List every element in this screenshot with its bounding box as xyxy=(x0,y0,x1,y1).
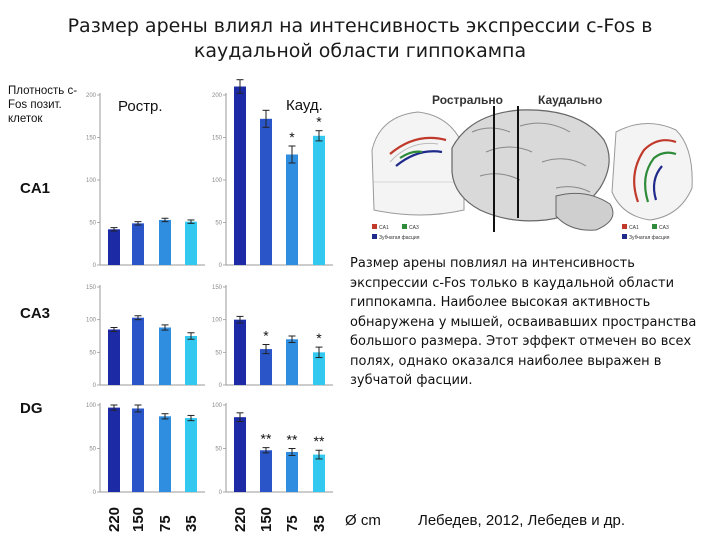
bar xyxy=(286,451,298,492)
y-tick-label: 150 xyxy=(86,136,97,142)
legend-swatch-ca1 xyxy=(622,224,627,229)
y-tick-label: 100 xyxy=(212,318,223,324)
y-tick-label: 150 xyxy=(86,285,97,291)
description-text: Размер арены повлиял на интенсивность эк… xyxy=(350,256,697,388)
y-tick-label: 200 xyxy=(212,93,223,99)
legend-label-dg: Зубчатая фасция xyxy=(629,235,670,241)
bar xyxy=(260,349,272,385)
x-category-label: 150 xyxy=(258,507,275,532)
bar xyxy=(108,329,120,385)
significance-mark: ** xyxy=(314,433,325,449)
x-category-label: 75 xyxy=(284,515,301,532)
caudal-label: Кауд. xyxy=(286,97,323,114)
legend-swatch-ca3 xyxy=(402,224,407,229)
bar xyxy=(313,352,325,385)
x-category-label: 35 xyxy=(183,515,200,532)
unit-label: Ø cm xyxy=(345,512,381,529)
rostral-label: Ростр. xyxy=(118,98,163,115)
y-tick-label: 50 xyxy=(215,221,222,227)
region-label-ca1: CA1 xyxy=(20,180,51,197)
citation: Лебедев, 2012, Лебедев и др. xyxy=(418,512,626,529)
y-axis-label: Плотность c-Fos позит. клеток xyxy=(8,85,78,125)
y-tick-label: 0 xyxy=(93,490,97,496)
bar xyxy=(159,219,171,265)
y-tick-label: 50 xyxy=(215,447,222,453)
sagittal-brain-illustration xyxy=(451,106,614,232)
bar xyxy=(286,339,298,385)
bar xyxy=(286,154,298,265)
bar xyxy=(185,418,197,492)
bar xyxy=(260,118,272,265)
bar xyxy=(234,319,246,385)
y-tick-label: 0 xyxy=(219,490,223,496)
rostral-direction-label: Рострально xyxy=(432,93,503,107)
legend-label-ca1: CA1 xyxy=(629,225,639,231)
bar xyxy=(185,336,197,385)
page-title: Размер арены влиял на интенсивность эксп… xyxy=(67,15,653,62)
y-tick-label: 50 xyxy=(89,447,96,453)
bar xyxy=(132,317,144,385)
bar xyxy=(159,327,171,385)
bar xyxy=(108,407,120,492)
legend-label-ca1: CA1 xyxy=(379,225,389,231)
bar xyxy=(159,416,171,492)
x-category-label: 220 xyxy=(232,507,249,532)
y-tick-label: 0 xyxy=(93,263,97,269)
y-tick-label: 50 xyxy=(89,221,96,227)
y-tick-label: 0 xyxy=(219,383,223,389)
brain-figure: Рострально Каудально CA1 CA3 Зубчатая фа… xyxy=(371,93,693,241)
bar xyxy=(132,408,144,492)
x-category-label: 35 xyxy=(311,515,328,532)
significance-mark: ** xyxy=(261,431,272,447)
legend-swatch-dg xyxy=(622,234,627,239)
significance-mark: * xyxy=(316,330,322,346)
legend-swatch-ca3 xyxy=(652,224,657,229)
y-tick-label: 0 xyxy=(219,263,223,269)
x-category-label: 75 xyxy=(157,515,174,532)
caudal-direction-label: Каудально xyxy=(538,93,602,107)
legend-label-ca3: CA3 xyxy=(409,225,419,231)
y-tick-label: 50 xyxy=(89,350,96,356)
bar xyxy=(313,454,325,492)
significance-mark: * xyxy=(263,327,269,343)
y-tick-label: 200 xyxy=(86,93,97,99)
y-tick-label: 0 xyxy=(93,383,97,389)
y-tick-label: 100 xyxy=(86,178,97,184)
region-label-dg: DG xyxy=(20,400,43,417)
x-category-label: 220 xyxy=(106,507,123,532)
bar xyxy=(132,223,144,265)
x-category-label: 150 xyxy=(130,507,147,532)
bar xyxy=(260,450,272,492)
y-tick-label: 100 xyxy=(212,403,223,409)
bar xyxy=(234,86,246,265)
significance-mark: * xyxy=(316,114,322,130)
region-label-ca3: CA3 xyxy=(20,305,51,322)
y-tick-label: 150 xyxy=(212,285,223,291)
legend-label-ca3: CA3 xyxy=(659,225,669,231)
significance-mark: * xyxy=(289,129,295,145)
caudal-section-illustration xyxy=(611,122,693,221)
bar xyxy=(234,417,246,492)
significance-mark: ** xyxy=(287,432,298,448)
y-tick-label: 50 xyxy=(215,350,222,356)
y-tick-label: 100 xyxy=(86,403,97,409)
rostral-section-illustration xyxy=(371,111,465,216)
bar xyxy=(108,229,120,265)
y-tick-label: 100 xyxy=(86,318,97,324)
legend-label-dg: Зубчатая фасция xyxy=(379,235,420,241)
legend-swatch-ca1 xyxy=(372,224,377,229)
y-tick-label: 150 xyxy=(212,136,223,142)
y-tick-label: 100 xyxy=(212,178,223,184)
bar xyxy=(313,135,325,265)
legend-swatch-dg xyxy=(372,234,377,239)
bar xyxy=(185,221,197,265)
